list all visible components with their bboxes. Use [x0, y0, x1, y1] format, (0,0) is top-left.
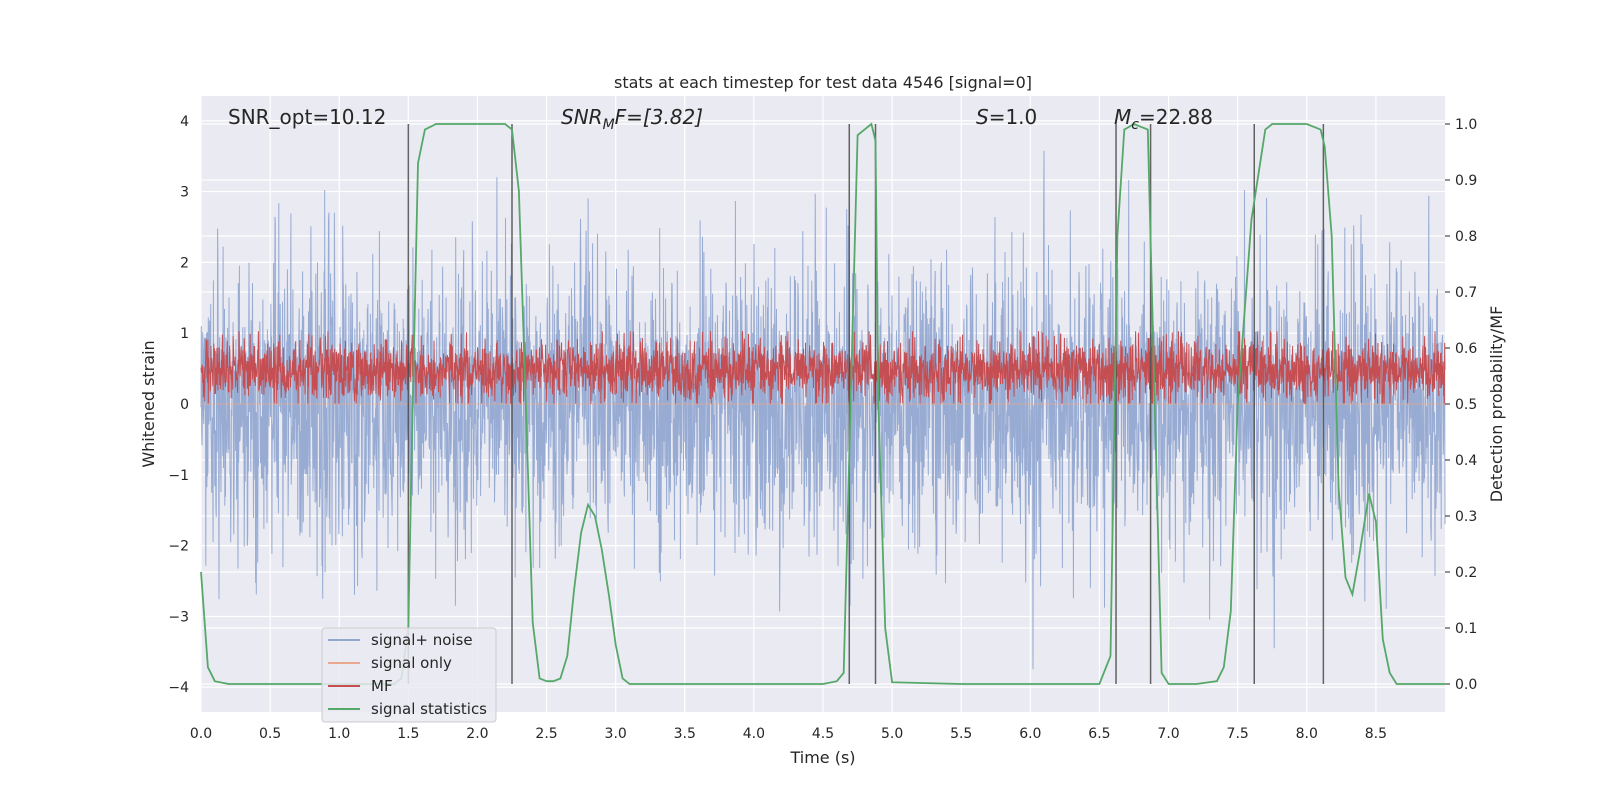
y-tick-label-right: 1.0 [1455, 117, 1477, 133]
x-tick-label: 6.5 [1088, 726, 1110, 742]
y-axis-right-ticks: 0.0 0.1 0.2 0.3 0.4 0.5 0.6 0.7 0.8 0.9 1.0 [1445, 117, 1477, 693]
y-tick-label-left: 3 [180, 185, 189, 201]
y-axis-left-label: Whitened strain [139, 340, 158, 467]
x-tick-label: 8.5 [1365, 726, 1387, 742]
y-tick-label-right: 0.8 [1455, 229, 1477, 245]
x-tick-label: 4.0 [743, 726, 765, 742]
annotation-s: S=1.0 [976, 105, 1037, 129]
y-tick-label-right: 0.9 [1455, 173, 1477, 189]
y-tick-label-left: 4 [180, 114, 189, 130]
annotation-mc: Mc=22.88 [1114, 105, 1213, 133]
y-tick-label-right: 0.1 [1455, 621, 1477, 637]
y-tick-label-right: 0.7 [1455, 285, 1477, 301]
x-tick-label: 5.5 [950, 726, 972, 742]
y-tick-label-left: −3 [168, 609, 189, 625]
x-tick-label: 1.0 [328, 726, 350, 742]
legend-label-signal-only: signal only [371, 654, 452, 672]
x-tick-label: 7.0 [1157, 726, 1179, 742]
y-tick-label-right: 0.3 [1455, 509, 1477, 525]
x-tick-label: 3.0 [605, 726, 627, 742]
y-tick-label-right: 0.4 [1455, 453, 1477, 469]
signal-statistics-series [200, 122, 1445, 685]
y-tick-label-left: −4 [168, 680, 189, 696]
x-tick-label: 1.5 [397, 726, 419, 742]
x-tick-label: 0.5 [259, 726, 281, 742]
legend: signal+ noise signal only MF signal stat… [321, 627, 497, 723]
x-tick-label: 0.0 [190, 726, 212, 742]
x-axis-ticks: 0.0 0.5 1.0 1.5 2.0 2.5 3.0 3.5 4.0 4.5 5.0 5.5 6.0 6… [190, 726, 1387, 742]
x-tick-label: 8.0 [1296, 726, 1318, 742]
legend-box [321, 627, 497, 723]
x-tick-label: 3.5 [674, 726, 696, 742]
legend-label-signal-noise: signal+ noise [371, 631, 473, 649]
x-tick-label: 4.5 [812, 726, 834, 742]
chart-title: stats at each timestep for test data 454… [614, 73, 1032, 92]
x-tick-label: 7.5 [1227, 726, 1249, 742]
y-tick-label-left: −1 [168, 468, 189, 484]
y-tick-label-right: 0.5 [1455, 397, 1477, 413]
x-tick-label: 2.5 [535, 726, 557, 742]
x-axis-label: Time (s) [789, 748, 855, 767]
y-tick-label-right: 0.0 [1455, 677, 1477, 693]
x-tick-label: 6.0 [1019, 726, 1041, 742]
y-tick-label-left: 0 [180, 397, 189, 413]
y-tick-label-left: 1 [180, 326, 189, 342]
y-axis-left-ticks: −4 −3 −2 −1 0 1 2 3 4 [168, 114, 189, 696]
annotation-snr-opt: SNR_opt=10.12 [228, 105, 386, 129]
y-axis-right-label: Detection probability/MF [1487, 306, 1506, 503]
y-tick-label-left: 2 [180, 255, 189, 271]
y-tick-label-left: −2 [168, 539, 189, 555]
legend-label-mf: MF [371, 677, 393, 695]
annotation-snr-mf: SNRMF=[3.82] [561, 105, 703, 133]
y-tick-label-right: 0.2 [1455, 565, 1477, 581]
legend-label-signal-statistics: signal statistics [371, 700, 487, 718]
signal-statistics-line [200, 122, 1445, 685]
x-tick-label: 5.0 [881, 726, 903, 742]
x-tick-label: 2.0 [466, 726, 488, 742]
y-tick-label-right: 0.6 [1455, 341, 1477, 357]
